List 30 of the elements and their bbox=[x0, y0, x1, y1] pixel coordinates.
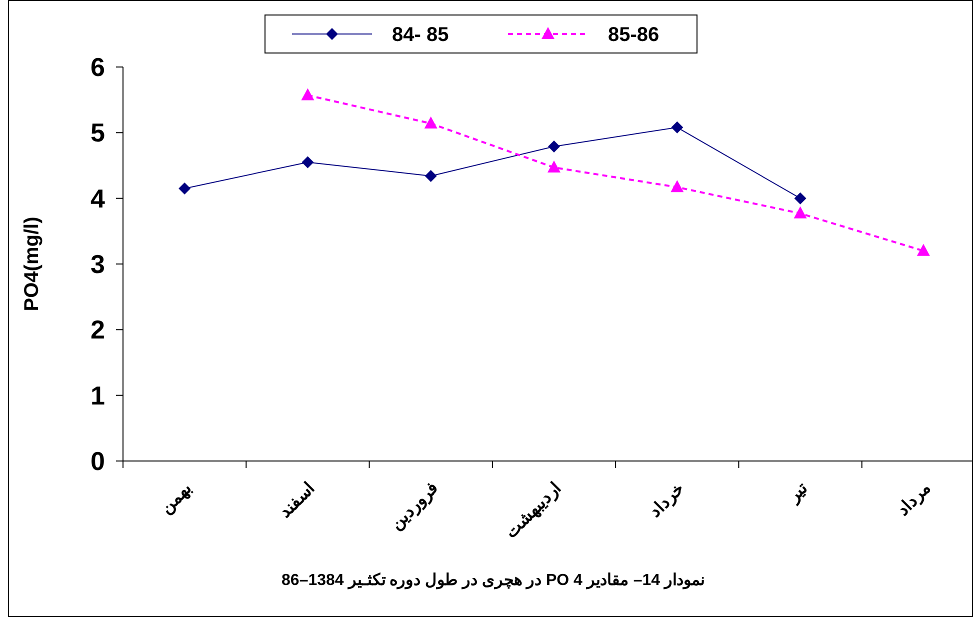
y-tick-label: 5 bbox=[90, 118, 105, 148]
x-tick-label: خرداد bbox=[646, 478, 689, 522]
point bbox=[424, 116, 438, 128]
point bbox=[671, 121, 684, 134]
x-tick-label: مرداد bbox=[893, 478, 935, 520]
y-tick-label: 6 bbox=[90, 52, 105, 82]
text: نمودار 14– مقادیر PO 4 در هچری در طول دوره تکثـیر 1384–86 bbox=[282, 572, 704, 590]
y-tick-label: 1 bbox=[90, 380, 105, 410]
point bbox=[302, 156, 314, 168]
y-axis-title: PO4(mg/l) bbox=[21, 216, 43, 312]
y-tick-label: 4 bbox=[90, 183, 106, 214]
point bbox=[301, 88, 314, 100]
point bbox=[548, 160, 560, 172]
x-tick-label: بهمن bbox=[156, 478, 196, 518]
x-tick-label: تیر bbox=[782, 478, 812, 508]
legend-label: 85-86 bbox=[608, 24, 660, 46]
point bbox=[916, 244, 930, 256]
point bbox=[548, 140, 560, 152]
x-tick-label: فروردین bbox=[386, 478, 442, 534]
point bbox=[670, 180, 684, 192]
y-tick-label: 0 bbox=[90, 446, 105, 476]
x-tick-label: اردیبهشت bbox=[501, 478, 566, 543]
point bbox=[794, 192, 806, 204]
point bbox=[178, 182, 191, 194]
point bbox=[424, 170, 437, 182]
y-tick-label: 3 bbox=[90, 249, 105, 279]
x-tick-label: اسفند bbox=[275, 478, 319, 522]
y-tick-label: 2 bbox=[90, 314, 105, 345]
legend-label: 84- 85 bbox=[392, 24, 449, 46]
point bbox=[794, 206, 807, 218]
